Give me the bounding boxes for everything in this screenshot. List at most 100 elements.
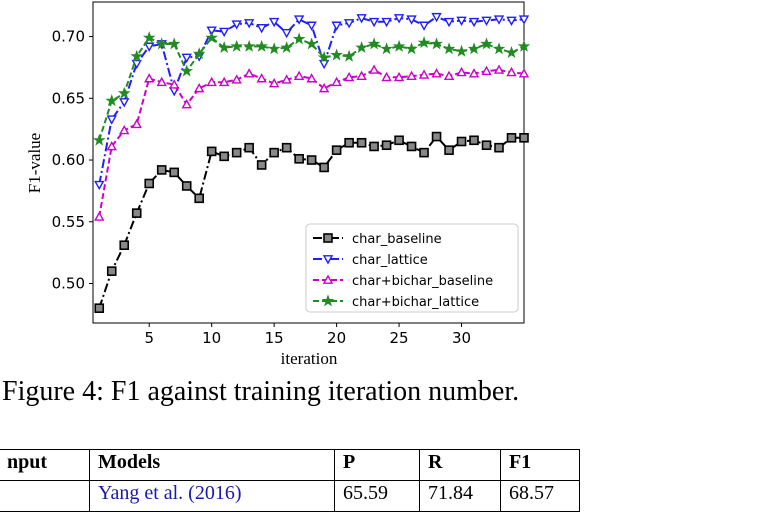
data-point — [444, 145, 454, 155]
data-point — [131, 59, 142, 70]
data-point — [294, 153, 304, 164]
data-point — [280, 41, 293, 54]
data-point — [156, 165, 167, 175]
data-point — [405, 42, 418, 55]
plot-area-frame — [92, 1, 525, 324]
legend-label: char+bichar_baseline — [352, 274, 493, 289]
data-point — [281, 74, 292, 84]
y-tick-label: 0.50 — [52, 274, 85, 292]
header-input: nput — [0, 449, 90, 481]
data-point — [318, 82, 330, 93]
data-point — [481, 16, 492, 26]
data-point — [356, 70, 367, 80]
data-point — [94, 303, 105, 313]
cell-f1: 68.57 — [500, 480, 580, 512]
series-char+bichar_baseline — [94, 64, 530, 221]
data-point — [369, 141, 379, 152]
data-point — [356, 14, 367, 24]
data-point — [317, 50, 331, 63]
data-point — [244, 142, 254, 153]
data-point — [306, 21, 317, 31]
data-point — [119, 124, 130, 135]
data-point — [231, 74, 242, 84]
figure-caption: Figure 4: F1 against training iteration … — [2, 376, 520, 407]
data-point — [367, 37, 381, 50]
f1-chart: 5 10 15 20 25 30 0.50 0.55 0.60 0.65 0.70 F1-value… — [25, 1, 531, 368]
data-point — [406, 70, 417, 80]
x-tick-label: 25 — [390, 329, 409, 347]
series-char_lattice — [94, 12, 530, 191]
data-point — [321, 294, 335, 307]
data-point — [518, 15, 530, 25]
data-point — [169, 79, 180, 89]
data-point — [231, 20, 242, 30]
data-point — [94, 180, 105, 191]
axis-ticks: 5 10 15 20 25 30 0.50 0.55 0.60 0.65 0.70 — [52, 28, 471, 347]
header-models: Models — [89, 449, 335, 481]
data-point — [142, 31, 156, 44]
y-tick-label: 0.65 — [52, 89, 85, 107]
data-point — [144, 42, 155, 52]
x-tick-label: 15 — [265, 329, 284, 347]
series-line — [98, 68, 525, 217]
data-point — [206, 146, 217, 157]
data-point — [393, 71, 405, 82]
data-point — [519, 133, 529, 143]
y-tick-label: 0.60 — [52, 151, 85, 169]
y-axis-title: F1-value — [25, 133, 44, 193]
legend-label: char+bichar_lattice — [352, 295, 479, 310]
legend-label: char_lattice — [352, 253, 428, 268]
data-point — [417, 36, 431, 49]
data-point — [306, 155, 317, 165]
data-point — [181, 53, 192, 63]
data-point — [305, 37, 318, 50]
data-point — [406, 15, 417, 25]
data-point — [493, 64, 505, 74]
data-point — [281, 28, 292, 39]
legend-item: char_lattice — [313, 253, 428, 268]
data-point — [119, 98, 130, 108]
data-point — [468, 68, 480, 78]
data-point — [319, 162, 329, 173]
x-tick-label: 20 — [327, 329, 346, 347]
legend-item: char+bichar_lattice — [313, 294, 479, 310]
data-point — [194, 193, 204, 204]
data-point — [343, 71, 355, 82]
data-point — [492, 42, 506, 55]
data-point — [306, 73, 317, 83]
data-point — [131, 208, 142, 218]
header-recall: R — [419, 449, 501, 481]
y-tick-label: 0.55 — [52, 213, 85, 231]
data-point — [193, 82, 205, 93]
data-point — [418, 69, 430, 79]
data-point — [156, 76, 167, 87]
data-point — [155, 37, 169, 50]
data-point — [106, 266, 117, 276]
cell-model[interactable]: Yang et al. (2016) — [89, 480, 335, 512]
data-point — [256, 24, 267, 34]
legend-box — [305, 223, 519, 313]
data-point — [181, 99, 192, 109]
data-point — [255, 39, 268, 52]
data-point — [380, 42, 393, 55]
cell-p: 65.59 — [334, 480, 420, 512]
data-point — [322, 255, 334, 265]
data-point — [205, 31, 218, 44]
table-header-row: nput Models P R F1 — [0, 449, 580, 481]
data-point — [167, 37, 181, 50]
data-point — [218, 27, 230, 38]
data-point — [131, 118, 142, 129]
data-point — [469, 135, 479, 146]
data-point — [493, 15, 505, 25]
data-point — [281, 142, 292, 153]
data-point — [219, 151, 229, 162]
data-point — [430, 37, 443, 50]
data-point — [481, 140, 492, 151]
data-point — [494, 142, 504, 153]
data-point — [322, 274, 334, 284]
data-point — [256, 73, 267, 83]
data-point — [130, 49, 144, 62]
data-point — [455, 44, 468, 57]
series-char+bichar_lattice — [92, 31, 531, 146]
data-point — [518, 68, 530, 78]
